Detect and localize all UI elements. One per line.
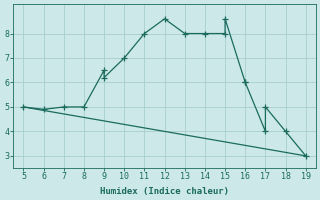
X-axis label: Humidex (Indice chaleur): Humidex (Indice chaleur)	[100, 187, 229, 196]
